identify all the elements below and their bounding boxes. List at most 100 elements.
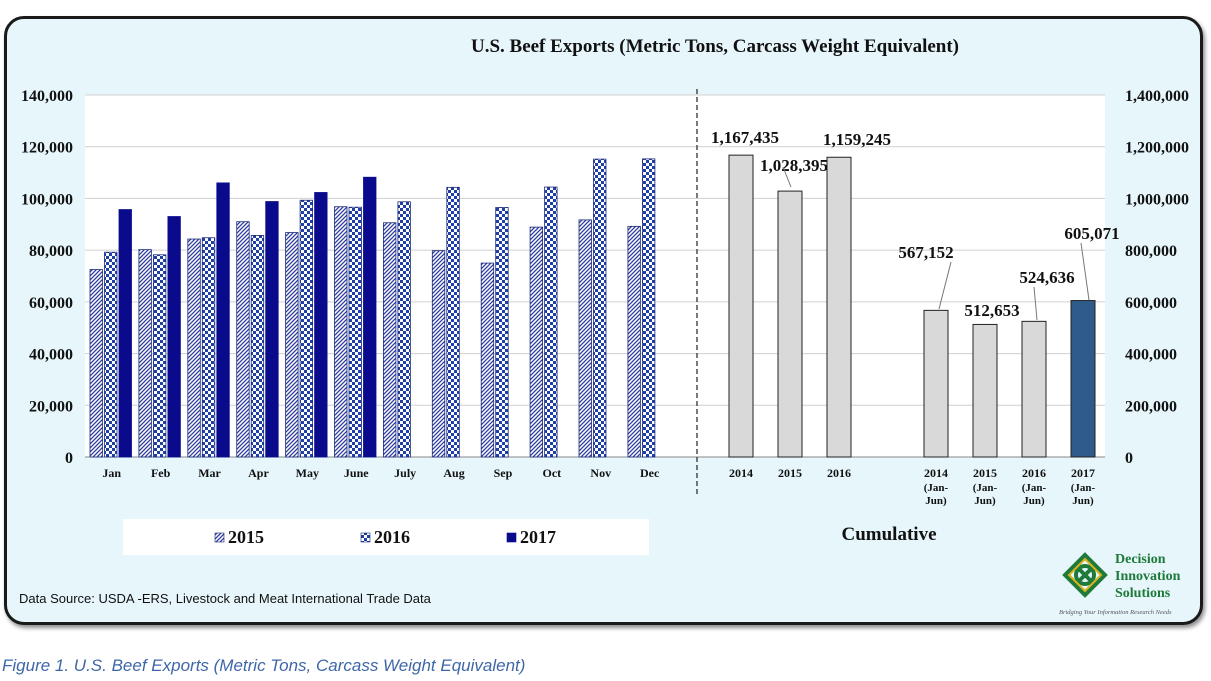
legend-label-2017: 2017	[520, 527, 556, 547]
bar-2015-sep	[480, 262, 495, 458]
cumulative-bar-3	[923, 309, 949, 458]
legend-swatch-2016	[360, 532, 371, 543]
bar-2016-aug	[446, 186, 460, 458]
cumulative-value-label: 1,159,245	[823, 130, 891, 149]
bar-2016-july	[397, 201, 411, 458]
bar-2016-oct	[544, 186, 558, 458]
y-tick-label-right: 400,000	[1125, 347, 1177, 364]
y-tick-label-right: 200,000	[1125, 398, 1177, 415]
bar-2017-apr	[265, 201, 279, 458]
labels: 0 20,000 40,000 60,000 80,000 100,000 120,000 1…	[21, 36, 1189, 555]
cumulative-value-label: 1,028,395	[760, 156, 828, 175]
leader-line	[1080, 242, 1090, 301]
cumulative-x-sublabel: (Jan-	[924, 482, 949, 494]
y-tick-label-left: 140,000	[21, 88, 73, 105]
chart-title: U.S. Beef Exports (Metric Tons, Carcass …	[471, 36, 959, 57]
cumulative-x-label: 2017	[1071, 466, 1095, 480]
y-tick-label-left: 80,000	[29, 243, 73, 260]
logo-line-2: Innovation	[1115, 569, 1181, 584]
x-tick-label-dec: Dec	[640, 466, 660, 480]
y-tick-label-left: 0	[65, 450, 73, 467]
x-tick-label-june: June	[344, 466, 369, 480]
legend-label-2016: 2016	[374, 527, 410, 547]
leader-line	[782, 166, 792, 188]
x-tick-label-may: May	[296, 466, 319, 480]
figure-caption: Figure 1. U.S. Beef Exports (Metric Tons…	[2, 656, 526, 675]
cumulative-value-label: 567,152	[898, 243, 953, 262]
cumulative-x-sublabel: (Jan-	[973, 482, 998, 494]
legend-box	[123, 519, 649, 555]
bar-2015-may	[285, 232, 299, 458]
x-tick-label-sep: Sep	[494, 466, 513, 480]
logo-line-3: Solutions	[1115, 586, 1171, 601]
cumulative-x-sublabel: Jun)	[925, 495, 947, 507]
x-tick-label-mar: Mar	[198, 466, 221, 480]
legend-swatch-2017	[506, 532, 517, 543]
cumulative-x-sublabel: (Jan-	[1071, 482, 1096, 494]
cumulative-x-label: 2014	[924, 466, 948, 480]
bar-2015-nov	[578, 219, 592, 458]
cumulative-x-sublabel: Jun)	[1072, 495, 1094, 507]
cumulative-value-label: 512,653	[964, 301, 1019, 320]
bar-2016-may	[299, 199, 314, 458]
cumulative-x-label: 2016	[827, 466, 851, 480]
cumulative-bar-6	[1070, 300, 1096, 458]
bar-2016-june	[348, 206, 362, 458]
x-tick-label-apr: Apr	[248, 466, 269, 480]
logo-line-1: Decision	[1115, 552, 1166, 567]
x-tick-label-oct: Oct	[543, 466, 562, 480]
x-tick-label-july: July	[394, 466, 416, 480]
y-tick-label-right: 0	[1125, 450, 1133, 467]
logo-name: Decision Innovation Solutions	[1115, 551, 1180, 602]
cumulative-x-label: 2015	[973, 466, 997, 480]
data-source-note: Data Source: USDA -ERS, Livestock and Me…	[19, 591, 431, 606]
cumulative-title: Cumulative	[842, 524, 937, 545]
bar-2016-apr	[250, 235, 265, 458]
cumulative-x-sublabel: Jun)	[974, 495, 996, 507]
chart-frame: 0 20,000 40,000 60,000 80,000 100,000 120,000 1…	[4, 16, 1203, 625]
bar-2017-may	[314, 192, 328, 458]
cumulative-x-label: 2015	[778, 466, 802, 480]
y-tick-label-right: 1,000,000	[1125, 191, 1189, 208]
cumulative-value-label: 524,636	[1019, 268, 1074, 287]
x-tick-label-nov: Nov	[590, 466, 611, 480]
legend-swatch-2015	[214, 532, 225, 543]
bar-2017-june	[363, 176, 377, 458]
y-tick-label-right: 1,400,000	[1125, 88, 1189, 105]
bar-2016-feb	[152, 254, 167, 458]
cumulative-x-label: 2016	[1022, 466, 1046, 480]
logo-tagline: Bridging Your Information Research Needs	[1059, 609, 1172, 616]
bar-2016-sep	[495, 207, 509, 458]
bar-2017-mar	[216, 182, 230, 458]
chart-svg: 0 20,000 40,000 60,000 80,000 100,000 120,000 1…	[21, 36, 1189, 555]
y-tick-label-right: 1,200,000	[1125, 140, 1189, 157]
bar-2016-dec	[642, 158, 656, 458]
knot-logo-icon	[1062, 552, 1108, 598]
cumulative-x-sublabel: (Jan-	[1022, 482, 1047, 494]
leader-line	[938, 261, 952, 310]
bar-2016-nov	[593, 158, 607, 458]
bar-2015-july	[382, 222, 397, 458]
y-tick-label-left: 20,000	[29, 398, 73, 415]
bar-2016-mar	[201, 237, 216, 458]
cumulative-value-label: 1,167,435	[711, 128, 779, 147]
bar-2016-jan	[104, 251, 118, 458]
cumulative-x-label: 2014	[729, 466, 753, 480]
cumulative-bar-1	[777, 190, 803, 458]
y-tick-label-left: 100,000	[21, 191, 73, 208]
bar-2015-dec	[627, 225, 641, 458]
cumulative-bar-2	[826, 156, 852, 458]
x-tick-label-aug: Aug	[443, 466, 464, 480]
y-tick-label-left: 120,000	[21, 140, 73, 157]
cumulative-bar-5	[1021, 320, 1047, 458]
bar-2017-feb	[167, 216, 181, 458]
cumulative-bar-0	[728, 154, 754, 458]
legend-label-2015: 2015	[228, 527, 264, 547]
y-tick-label-left: 60,000	[29, 295, 73, 312]
bars	[89, 154, 1096, 458]
cumulative-x-sublabel: Jun)	[1023, 495, 1045, 507]
bar-2015-feb	[138, 249, 152, 458]
cumulative-value-label: 605,071	[1064, 224, 1119, 243]
cumulative-bar-4	[972, 323, 998, 458]
bar-2015-mar	[187, 238, 201, 458]
